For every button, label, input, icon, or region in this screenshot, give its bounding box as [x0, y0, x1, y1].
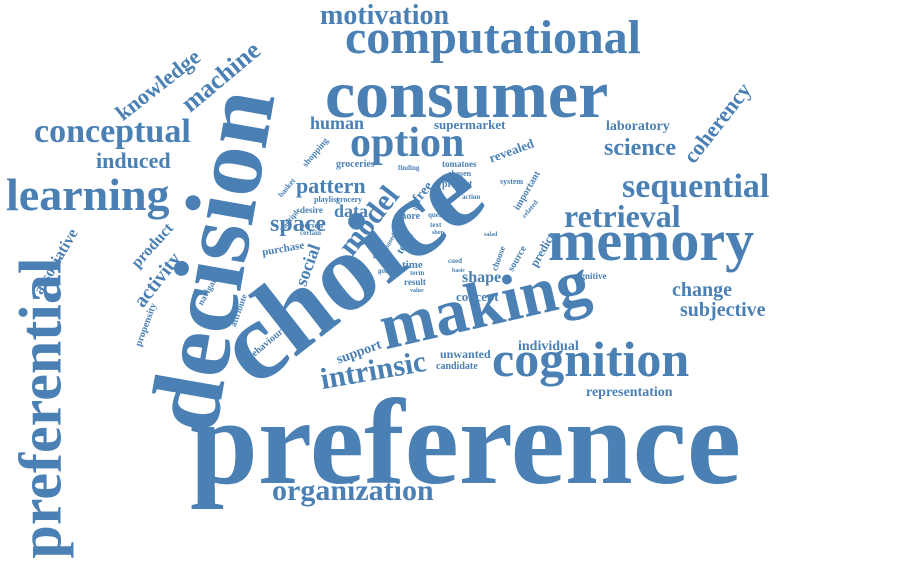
word-tomatoes: tomatoes	[442, 159, 477, 169]
word-goal: goal	[378, 267, 391, 275]
word-cognitive: cognitive	[572, 271, 607, 281]
word-memory: memory	[548, 208, 755, 273]
word-representation: representation	[586, 385, 673, 400]
word-value: value	[410, 288, 424, 294]
word-more: more	[398, 211, 421, 222]
word-cognition: cognition	[492, 331, 690, 387]
word-desire: desire	[300, 205, 323, 215]
word-data: data	[334, 201, 369, 221]
word-result: result	[404, 277, 426, 287]
word-space: space	[270, 211, 326, 237]
word-text: text	[430, 221, 442, 229]
word-subjective: subjective	[680, 299, 766, 321]
word-action: action	[462, 193, 481, 201]
word-chosen: chosen	[448, 169, 472, 178]
word-basic: basic	[452, 268, 466, 274]
word-candidate: candidate	[436, 361, 478, 372]
word-finding: finding	[398, 164, 420, 172]
word-induced: induced	[96, 148, 171, 173]
word-shopping: shopping	[300, 135, 331, 169]
word-groceries: groceries	[336, 159, 375, 170]
word-preferential: preferential	[7, 257, 74, 559]
word-system: system	[500, 177, 524, 186]
word-time: time	[402, 259, 423, 271]
word-project: project	[442, 179, 473, 190]
word-individual: individual	[518, 339, 579, 354]
word-conceptual: conceptual	[34, 113, 191, 150]
word-revealed: revealed	[486, 135, 536, 166]
word-motivation: motivation	[320, 0, 450, 31]
word-retrieval: retrieval	[564, 198, 681, 234]
word-playlist: playlist	[314, 195, 339, 204]
word-consumer: consumer	[325, 56, 609, 132]
word-shop: shop	[432, 230, 445, 236]
word-change: change	[672, 279, 732, 301]
word-science: science	[604, 135, 676, 161]
word-organization: organization	[272, 474, 434, 507]
word-computational: computational	[345, 11, 642, 64]
word-salad: salad	[484, 232, 498, 238]
word-supermarket: supermarket	[434, 117, 506, 132]
word-concept: concept	[456, 289, 499, 304]
word-option: option	[350, 120, 465, 166]
word-unwanted: unwanted	[440, 347, 491, 361]
word-cued: cued	[448, 257, 462, 265]
word-coherency: coherency	[677, 77, 757, 168]
word-certain: certain	[300, 229, 321, 237]
word-preference: preference	[190, 375, 741, 510]
word-query: query	[428, 211, 446, 219]
word-learning: learning	[6, 169, 170, 220]
word-human: human	[310, 113, 365, 133]
word-sequential: sequential	[622, 168, 770, 205]
word-laboratory: laboratory	[606, 119, 670, 134]
word-pattern: pattern	[296, 173, 366, 198]
word-prior: prior	[432, 200, 446, 206]
word-shape: shape	[462, 269, 502, 286]
word-person: person	[300, 221, 324, 230]
word-term: term	[410, 269, 425, 277]
word-grocery: grocery	[336, 195, 363, 204]
